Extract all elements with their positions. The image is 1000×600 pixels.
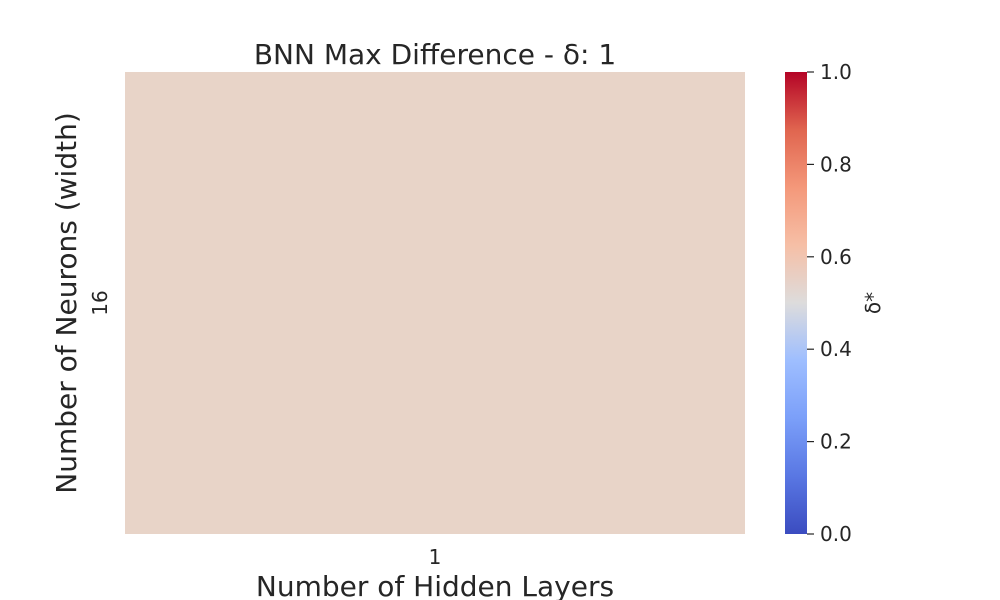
x-axis-label: Number of Hidden Layers <box>256 570 614 600</box>
chart-title: BNN Max Difference - δ: 1 <box>254 38 616 71</box>
x-tick-label: 1 <box>429 545 442 569</box>
y-tick-labels: 16 <box>88 290 112 315</box>
heatmap-cells <box>125 72 745 534</box>
colorbar-ticks: 0.0 0.2 0.4 0.6 0.8 1.0 <box>807 60 852 546</box>
colorbar-tick-label: 0.0 <box>820 522 852 546</box>
heatmap-cell <box>125 72 745 534</box>
colorbar-tick-label: 0.2 <box>820 430 852 454</box>
colorbar-tick-label: 1.0 <box>820 60 852 84</box>
x-tick-labels: 1 <box>429 545 442 569</box>
colorbar <box>785 72 807 534</box>
y-axis-label: Number of Neurons (width) <box>50 112 83 493</box>
colorbar-tick-label: 0.6 <box>820 245 852 269</box>
colorbar-label: δ* <box>861 292 885 314</box>
colorbar-tick-label: 0.4 <box>820 337 852 361</box>
y-tick-label: 16 <box>88 290 112 315</box>
colorbar-tick-label: 0.8 <box>820 152 852 176</box>
